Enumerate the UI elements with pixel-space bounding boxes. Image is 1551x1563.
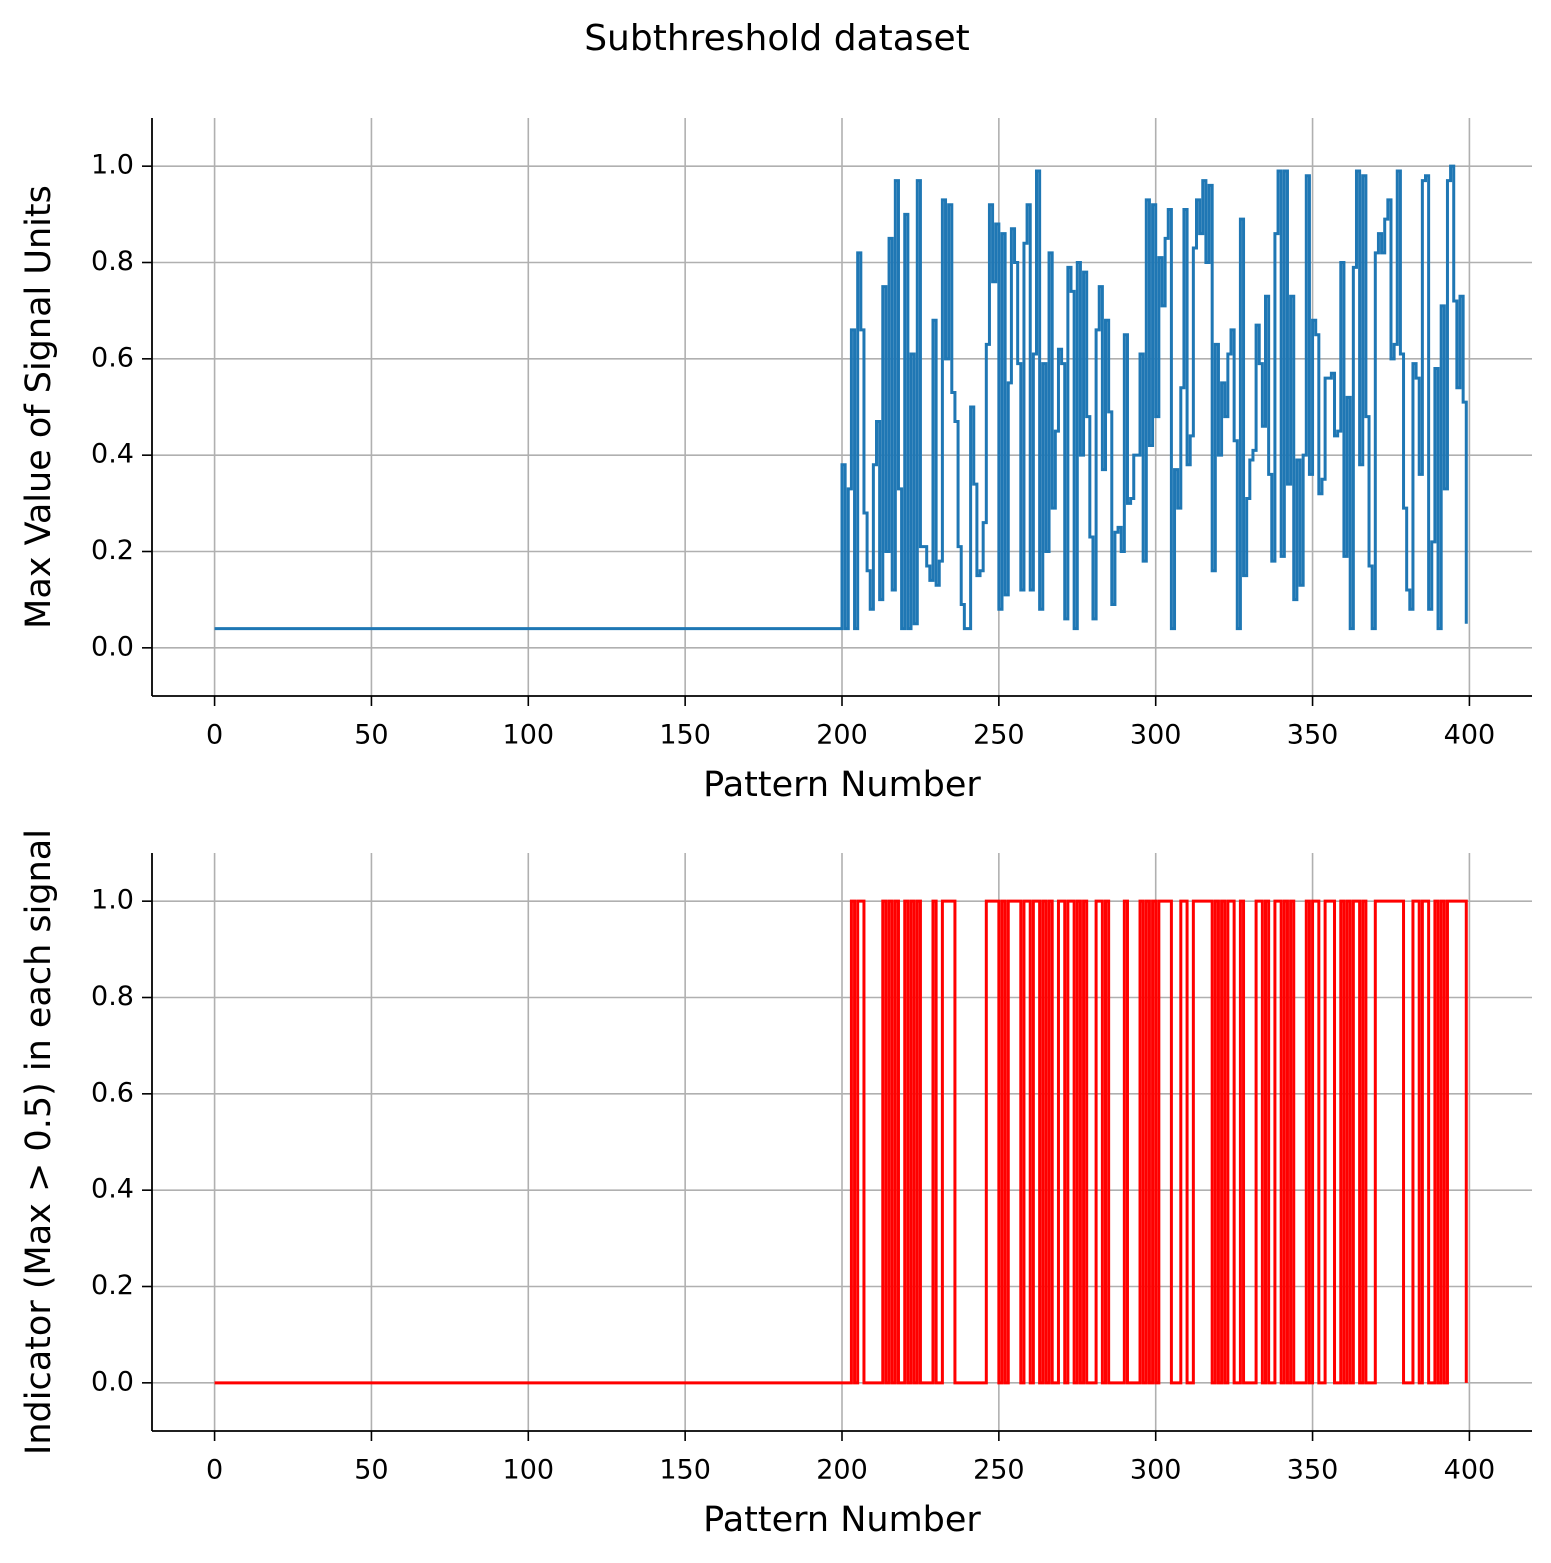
y-tick-label: 1.0 [91,150,134,181]
data-line [214,164,1468,631]
x-tick-label: 100 [503,720,555,751]
subplot: 0 50 100 150 200 250 300 350 400 0.0 0.2 0.4 0.6 0.8 1… [19,118,1532,805]
y-tick-label: 0.0 [91,631,134,662]
y-tick-label: 0.6 [91,342,134,373]
x-axis-label: Pattern Number [703,765,981,805]
subplot: 0 50 100 150 200 250 300 350 400 0.0 0.2 0.4 0.6 0.8 1… [19,829,1532,1540]
y-tick-label: 0.6 [91,1077,134,1108]
y-tick-label: 0.8 [91,246,134,277]
x-tick-label: 200 [816,1455,868,1486]
x-axis-label: Pattern Number [703,1500,981,1540]
y-tick-label: 0.4 [91,1174,134,1205]
figure-title: Subthreshold dataset [584,18,970,59]
x-tick-label: 0 [206,1455,223,1486]
x-tick-label: 250 [973,720,1025,751]
x-tick-label: 350 [1287,720,1339,751]
x-tick-label: 400 [1444,720,1496,751]
x-tick-label: 0 [206,720,223,751]
y-axis-label: Max Value of Signal Units [19,185,59,629]
x-tick-label: 250 [973,1455,1025,1486]
y-axis-label: Indicator (Max > 0.5) in each signal [19,829,59,1455]
y-tick-label: 0.2 [91,1270,134,1301]
y-tick-label: 0.2 [91,535,134,566]
x-tick-label: 300 [1130,1455,1182,1486]
x-tick-label: 400 [1444,1455,1496,1486]
x-tick-label: 100 [503,1455,555,1486]
x-tick-label: 300 [1130,720,1182,751]
x-tick-label: 150 [659,720,711,751]
y-tick-label: 0.4 [91,439,134,470]
x-tick-label: 50 [354,720,388,751]
y-tick-label: 0.0 [91,1366,134,1397]
y-tick-label: 1.0 [91,885,134,916]
x-tick-label: 200 [816,720,868,751]
x-tick-label: 350 [1287,1455,1339,1486]
x-tick-label: 50 [354,1455,388,1486]
x-tick-label: 150 [659,1455,711,1486]
y-tick-label: 0.8 [91,981,134,1012]
data-line [214,899,1468,1385]
